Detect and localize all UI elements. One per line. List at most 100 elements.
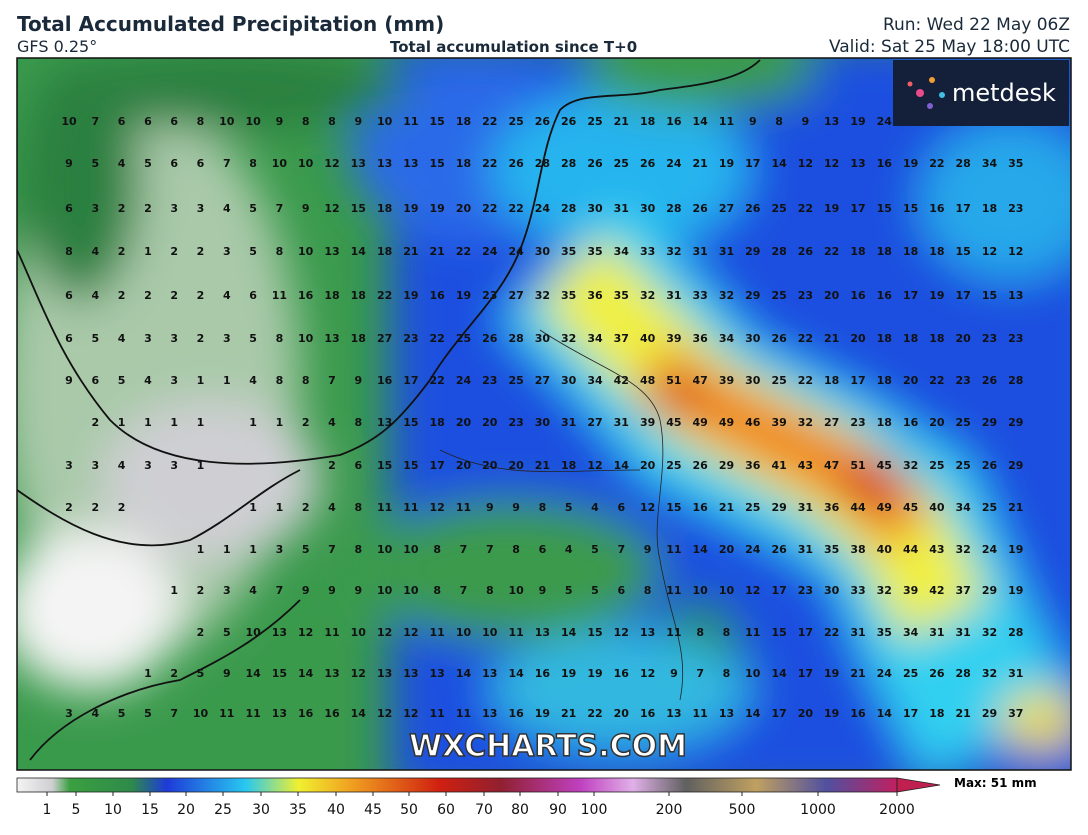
grid-value: 28 xyxy=(956,667,971,680)
grid-value: 3 xyxy=(144,332,152,345)
grid-value: 8 xyxy=(197,115,205,128)
grid-value: 12 xyxy=(351,667,366,680)
grid-value: 4 xyxy=(223,202,231,215)
grid-value: 20 xyxy=(824,289,840,302)
grid-value: 3 xyxy=(91,202,99,215)
grid-value: 9 xyxy=(65,157,73,170)
grid-value: 40 xyxy=(929,501,945,514)
grid-value: 13 xyxy=(850,157,865,170)
grid-value: 15 xyxy=(377,459,392,472)
grid-value: 18 xyxy=(561,459,576,472)
grid-value: 37 xyxy=(956,584,971,597)
grid-value: 29 xyxy=(745,289,760,302)
grid-value: 4 xyxy=(249,374,257,387)
grid-value: 6 xyxy=(144,115,152,128)
grid-value: 20 xyxy=(614,707,630,720)
grid-value: 13 xyxy=(403,157,418,170)
grid-value: 16 xyxy=(850,289,866,302)
grid-value: 1 xyxy=(170,416,178,429)
grid-value: 11 xyxy=(245,707,260,720)
grid-value: 10 xyxy=(298,157,314,170)
grid-value: 18 xyxy=(377,202,392,215)
grid-value: 51 xyxy=(850,459,865,472)
grid-value: 49 xyxy=(877,501,892,514)
grid-value: 5 xyxy=(144,157,152,170)
colorbar-tick-label: 50 xyxy=(400,802,418,818)
grid-value: 17 xyxy=(798,626,813,639)
grid-value: 31 xyxy=(798,501,813,514)
grid-value: 30 xyxy=(561,374,577,387)
grid-value: 18 xyxy=(877,416,892,429)
grid-value: 7 xyxy=(328,543,336,556)
grid-value: 25 xyxy=(614,157,629,170)
grid-value: 2 xyxy=(302,416,310,429)
grid-value: 15 xyxy=(903,202,918,215)
grid-value: 25 xyxy=(666,459,681,472)
grid-value: 6 xyxy=(170,115,178,128)
grid-value: 11 xyxy=(693,707,708,720)
grid-value: 34 xyxy=(982,157,998,170)
grid-value: 20 xyxy=(456,416,472,429)
logo: metdesk xyxy=(952,79,1056,107)
grid-value: 32 xyxy=(982,667,997,680)
grid-value: 22 xyxy=(377,289,392,302)
grid-value: 2 xyxy=(118,245,126,258)
grid-value: 13 xyxy=(666,707,681,720)
grid-value: 9 xyxy=(486,501,494,514)
grid-value: 15 xyxy=(430,115,445,128)
grid-value: 22 xyxy=(482,202,497,215)
grid-value: 15 xyxy=(666,501,681,514)
grid-value: 22 xyxy=(430,374,445,387)
grid-value: 28 xyxy=(771,245,786,258)
grid-value: 49 xyxy=(693,416,708,429)
grid-value: 34 xyxy=(587,332,603,345)
grid-value: 1 xyxy=(144,416,152,429)
grid-value: 23 xyxy=(508,416,523,429)
grid-value: 21 xyxy=(824,332,839,345)
grid-value: 23 xyxy=(403,332,418,345)
grid-value: 11 xyxy=(430,626,445,639)
grid-value: 31 xyxy=(929,626,944,639)
grid-value: 7 xyxy=(276,202,284,215)
grid-value: 12 xyxy=(403,626,418,639)
grid-value: 37 xyxy=(1008,707,1023,720)
grid-value: 32 xyxy=(956,543,971,556)
grid-value: 25 xyxy=(508,115,523,128)
grid-value: 24 xyxy=(508,245,524,258)
grid-value: 19 xyxy=(430,202,445,215)
grid-value: 7 xyxy=(223,157,231,170)
grid-value: 5 xyxy=(91,332,99,345)
grid-value: 16 xyxy=(903,416,919,429)
grid-value: 35 xyxy=(587,245,602,258)
grid-value: 10 xyxy=(377,543,393,556)
grid-value: 21 xyxy=(719,501,734,514)
grid-value: 33 xyxy=(640,245,655,258)
grid-value: 14 xyxy=(693,543,709,556)
grid-value: 31 xyxy=(1008,667,1023,680)
grid-value: 2 xyxy=(118,289,126,302)
grid-value: 23 xyxy=(1008,332,1023,345)
grid-value: 12 xyxy=(640,501,655,514)
grid-value: 13 xyxy=(324,332,339,345)
grid-value: 39 xyxy=(719,374,734,387)
grid-value: 2 xyxy=(170,667,178,680)
grid-value: 30 xyxy=(824,584,840,597)
grid-value: 6 xyxy=(65,289,73,302)
colorbar-tick-label: 25 xyxy=(214,802,232,818)
grid-value: 18 xyxy=(929,245,944,258)
grid-value: 8 xyxy=(696,626,704,639)
grid-value: 16 xyxy=(298,707,314,720)
grid-value: 7 xyxy=(617,543,625,556)
grid-value: 15 xyxy=(403,416,418,429)
grid-value: 13 xyxy=(272,707,287,720)
grid-value: 22 xyxy=(430,332,445,345)
grid-value: 19 xyxy=(850,115,865,128)
grid-value: 21 xyxy=(535,459,550,472)
grid-value: 15 xyxy=(771,626,786,639)
grid-value: 26 xyxy=(561,115,577,128)
grid-value: 16 xyxy=(850,707,866,720)
grid-value: 18 xyxy=(929,707,944,720)
grid-value: 4 xyxy=(328,501,336,514)
grid-value: 29 xyxy=(982,416,997,429)
grid-value: 12 xyxy=(403,707,418,720)
